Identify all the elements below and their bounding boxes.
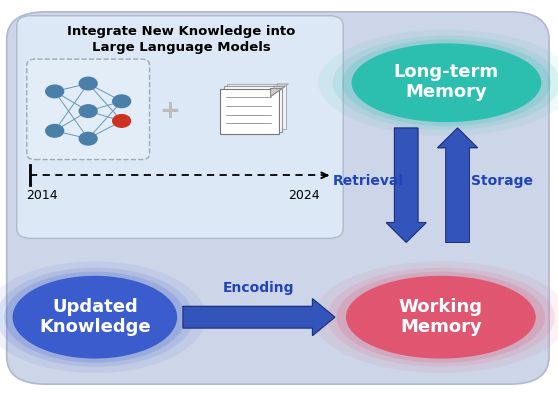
Circle shape <box>113 95 131 108</box>
Ellipse shape <box>0 268 194 367</box>
Polygon shape <box>183 299 335 336</box>
Text: 2014: 2014 <box>26 189 57 201</box>
FancyBboxPatch shape <box>7 12 549 384</box>
Text: Memory: Memory <box>406 83 487 101</box>
Polygon shape <box>274 86 285 94</box>
Ellipse shape <box>342 39 551 126</box>
Ellipse shape <box>336 272 545 362</box>
Circle shape <box>46 85 64 98</box>
Ellipse shape <box>4 272 185 362</box>
Circle shape <box>79 105 97 117</box>
Text: Encoding: Encoding <box>223 281 295 296</box>
Text: 2024: 2024 <box>288 189 320 201</box>
Text: Storage: Storage <box>471 174 533 188</box>
Ellipse shape <box>327 268 555 367</box>
FancyBboxPatch shape <box>224 86 282 132</box>
Polygon shape <box>386 128 426 242</box>
Polygon shape <box>277 84 288 92</box>
Ellipse shape <box>13 276 177 359</box>
Polygon shape <box>437 128 478 242</box>
Text: Memory: Memory <box>400 318 482 336</box>
Text: Retrieval: Retrieval <box>333 174 404 188</box>
FancyBboxPatch shape <box>17 16 343 238</box>
Text: Integrate New Knowledge into: Integrate New Knowledge into <box>67 25 296 38</box>
FancyBboxPatch shape <box>227 84 286 129</box>
Text: Updated: Updated <box>52 297 138 316</box>
Ellipse shape <box>333 35 558 130</box>
Ellipse shape <box>0 261 206 373</box>
FancyBboxPatch shape <box>27 59 150 160</box>
Ellipse shape <box>312 261 558 373</box>
Circle shape <box>46 125 64 137</box>
Circle shape <box>79 132 97 145</box>
Circle shape <box>79 77 97 90</box>
Text: Large Language Models: Large Language Models <box>92 41 271 54</box>
Text: Knowledge: Knowledge <box>39 318 151 336</box>
Text: +: + <box>160 99 181 123</box>
Ellipse shape <box>352 43 541 122</box>
Text: Long-term: Long-term <box>394 63 499 81</box>
Ellipse shape <box>319 30 558 136</box>
Circle shape <box>113 115 131 127</box>
Text: Working: Working <box>399 297 483 316</box>
Ellipse shape <box>346 276 536 359</box>
FancyBboxPatch shape <box>220 89 279 134</box>
Polygon shape <box>271 89 282 97</box>
